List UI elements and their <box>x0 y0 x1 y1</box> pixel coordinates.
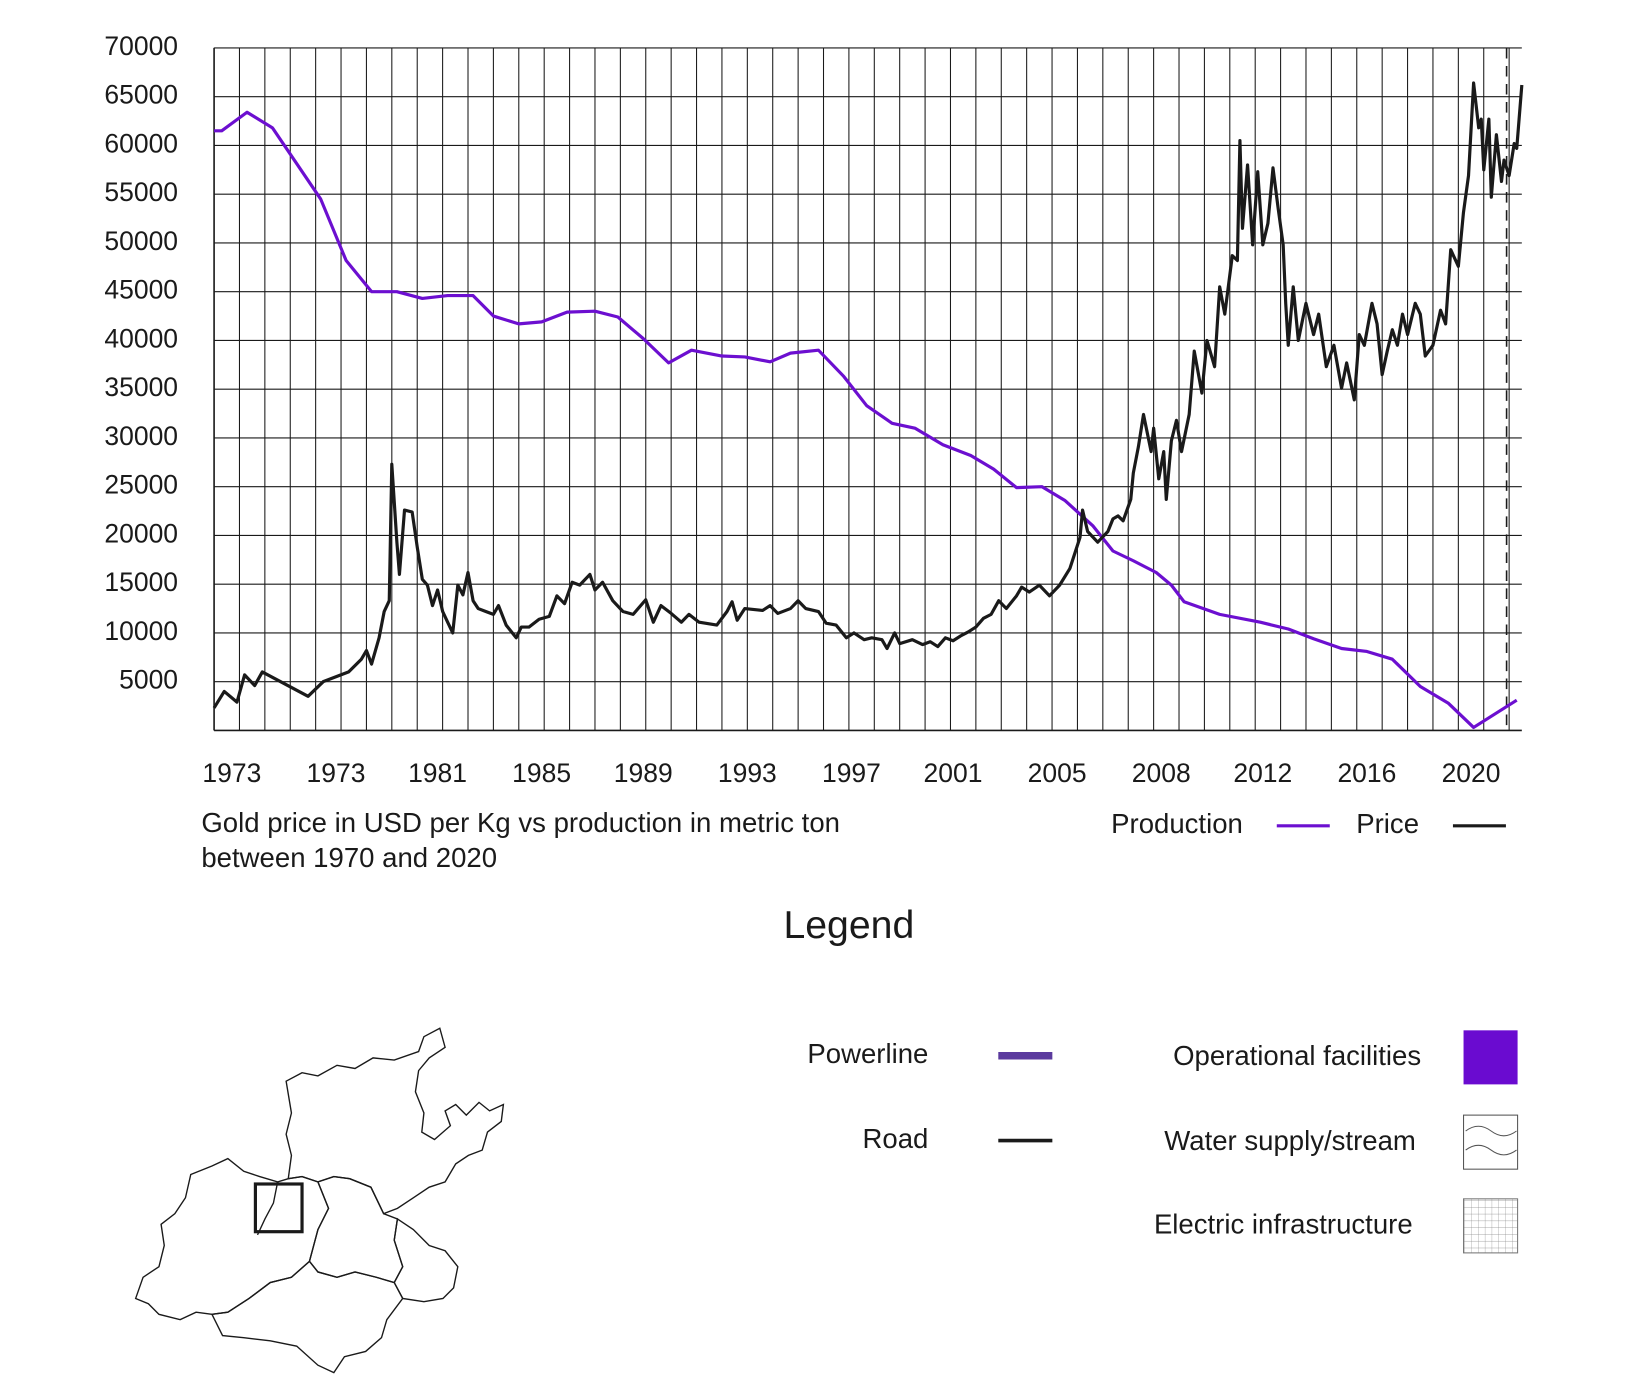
map-river <box>256 1181 279 1236</box>
legend-item-wave <box>1465 1144 1517 1156</box>
x-tick-label: 1989 <box>614 758 673 788</box>
caption-box: Gold price in USD per Kg vs production i… <box>201 806 840 874</box>
chart-title: Gold price in USD per Kg vs production i… <box>201 806 840 874</box>
y-tick-label: 5000 <box>119 665 178 695</box>
legend-item-label: Road <box>862 1123 928 1154</box>
map-region <box>285 1027 505 1215</box>
y-tick-label: 50000 <box>104 226 178 256</box>
y-tick-label: 20000 <box>104 518 178 548</box>
x-tick-label: 2016 <box>1337 758 1396 788</box>
x-tick-label: 1993 <box>718 758 777 788</box>
legend-item-label: Electric infrastructure <box>1154 1209 1413 1240</box>
map-legend: Legend Powerline Road Operational facilitie… <box>783 904 1519 1254</box>
series-line <box>214 110 1518 730</box>
y-tick-label: 30000 <box>104 421 178 451</box>
y-tick-label: 60000 <box>104 128 178 158</box>
y-tick-label: 40000 <box>104 323 178 353</box>
locator-map <box>134 1027 505 1374</box>
legend-title: Legend <box>783 904 914 947</box>
y-tick-label: 55000 <box>104 177 178 207</box>
y-tick-label: 10000 <box>104 616 178 646</box>
legend-item-label: Powerline <box>807 1038 928 1069</box>
x-tick-label: 1973 <box>202 758 261 788</box>
legend-item-label: Water supply/stream <box>1164 1125 1416 1156</box>
x-tick-label: 2020 <box>1442 758 1501 788</box>
x-tick-label: 1997 <box>822 758 881 788</box>
plot-area: 5000 10000 15000 20000 25000 30000 35000 40000 4… <box>104 31 1524 839</box>
legend-label: Production <box>1111 808 1243 839</box>
x-tick-label: 2001 <box>924 758 983 788</box>
x-tick-label: 2008 <box>1132 758 1191 788</box>
y-tick-label: 15000 <box>104 567 178 597</box>
y-tick-label: 45000 <box>104 275 178 305</box>
x-tick-label: 2005 <box>1028 758 1087 788</box>
series-line <box>212 81 1524 709</box>
legend-label: Price <box>1356 808 1419 839</box>
legend-item-wave <box>1465 1125 1517 1137</box>
map-region <box>210 1260 404 1374</box>
y-tick-label: 35000 <box>104 372 178 402</box>
map-focus-box <box>253 1182 304 1234</box>
x-tick-label: 2012 <box>1233 758 1292 788</box>
y-tick-label: 25000 <box>104 470 178 500</box>
map-region <box>393 1217 459 1303</box>
y-tick-label: 65000 <box>104 80 178 110</box>
legend-item-box <box>1463 1030 1518 1085</box>
legend-item-box <box>1463 1114 1519 1170</box>
legend-item-label: Operational facilities <box>1173 1040 1421 1071</box>
x-tick-label: 1973 <box>307 758 366 788</box>
x-tick-label: 1985 <box>512 758 571 788</box>
x-tick-label: 1981 <box>408 758 467 788</box>
y-tick-label: 70000 <box>104 31 178 61</box>
legend-item-box <box>1463 1198 1519 1254</box>
map-region <box>308 1175 404 1284</box>
